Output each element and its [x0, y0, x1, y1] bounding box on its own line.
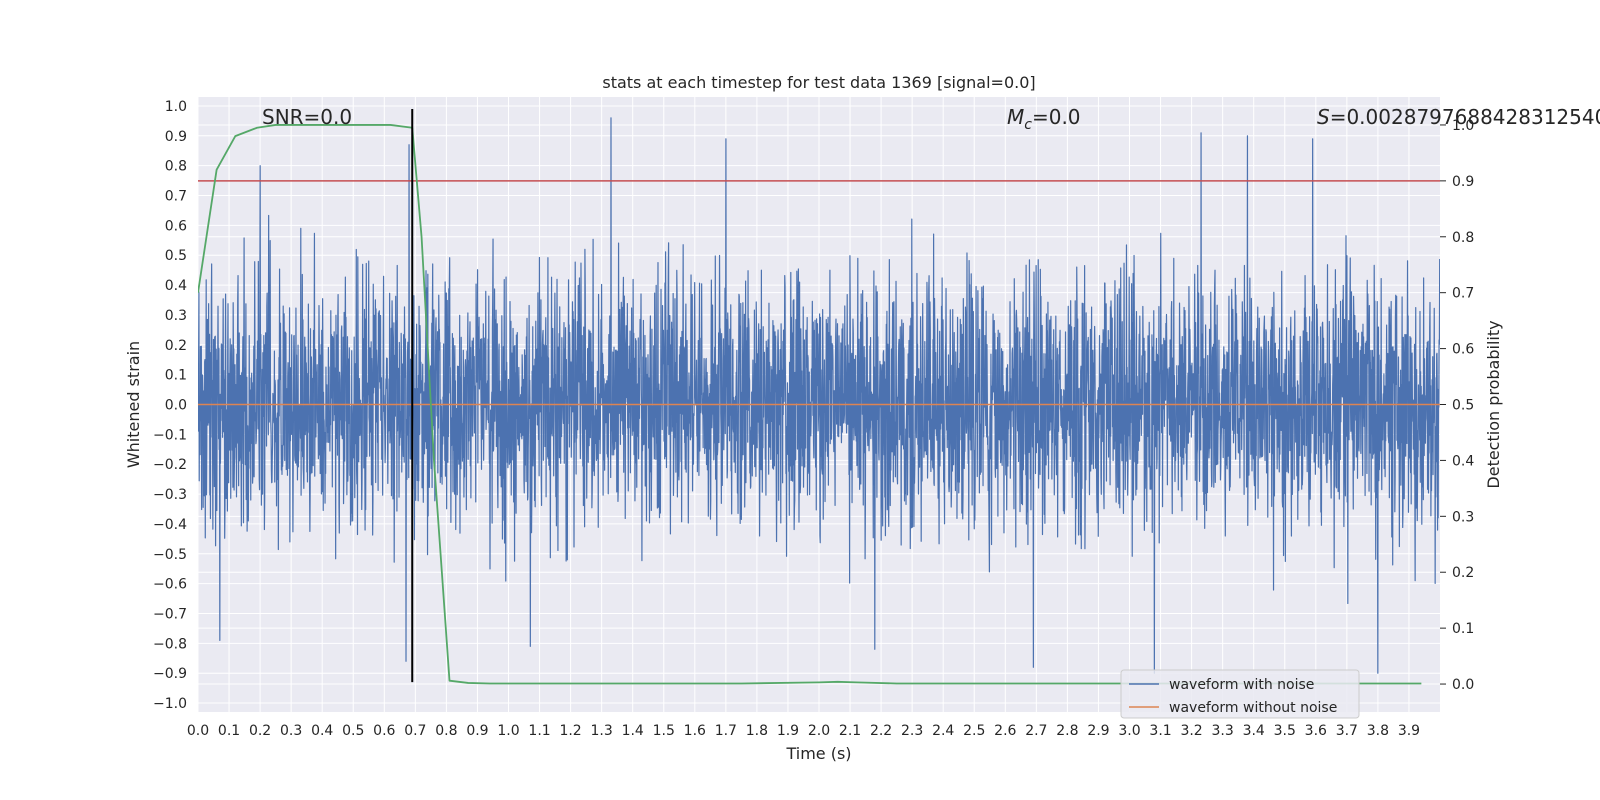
line-waveform-with-noise [198, 117, 1440, 674]
annotation-mc-symbol: M [1007, 105, 1024, 129]
y-tick-label-right: 0.7 [1452, 286, 1474, 302]
annotation-s: S=0.0028797688428312540 [1317, 105, 1600, 129]
annotation-mc-value: =0.0 [1032, 105, 1081, 129]
x-tick-label: 1.1 [528, 723, 550, 739]
line-detection-probability [198, 124, 1422, 685]
y-tick-label-left: 0.4 [165, 278, 187, 294]
y-tick-label-left: −0.1 [153, 427, 187, 443]
overlay-lines [198, 108, 1440, 685]
y-tick-label-left: 0.9 [165, 129, 187, 145]
axis-ticks: 0.0 0.1 0.2 0.3 0.4 0.5 0.6 0.7 0.8 0.9 1.0 1.1 1.2 1… [153, 99, 1474, 739]
y-axis-label-left: Whitened strain [124, 341, 143, 468]
x-tick-label: 0.7 [404, 723, 426, 739]
x-tick-label: 0.1 [218, 723, 240, 739]
x-tick-label: 3.8 [1367, 723, 1389, 739]
x-tick-label: 2.5 [963, 723, 985, 739]
y-tick-label-left: 1.0 [165, 99, 187, 115]
x-tick-label: 2.1 [839, 723, 861, 739]
series-waveform-with-noise [198, 117, 1440, 674]
legend: waveform with noise waveform without noi… [1120, 669, 1360, 719]
x-tick-label: 0.2 [249, 723, 271, 739]
annotation-s-symbol: S [1317, 105, 1330, 129]
x-tick-label: 1.7 [715, 723, 737, 739]
y-tick-label-left: 0.1 [165, 368, 187, 384]
x-tick-label: 1.0 [497, 723, 519, 739]
legend-box [1120, 669, 1360, 719]
x-tick-label: 2.0 [808, 723, 830, 739]
x-tick-label: 3.5 [1274, 723, 1296, 739]
x-tick-label: 1.8 [746, 723, 768, 739]
y-tick-label-right: 0.9 [1452, 174, 1474, 190]
x-tick-label: 2.3 [901, 723, 923, 739]
x-tick-label: 0.4 [311, 723, 333, 739]
x-tick-label: 0.3 [280, 723, 302, 739]
y-tick-label-left: −0.9 [153, 666, 187, 682]
x-tick-label: 1.2 [559, 723, 581, 739]
x-tick-label: 3.2 [1180, 723, 1202, 739]
x-tick-label: 1.5 [653, 723, 675, 739]
y-tick-label-left: −0.4 [153, 517, 187, 533]
x-tick-label: 0.9 [466, 723, 488, 739]
y-tick-label-left: −1.0 [153, 696, 187, 712]
annotation-chirp-mass: Mc=0.0 [1007, 105, 1081, 133]
x-tick-label: 0.0 [187, 723, 209, 739]
y-tick-label-right: 0.2 [1452, 565, 1474, 581]
legend-label-waveform-with-noise: waveform with noise [1169, 677, 1314, 693]
x-tick-label: 1.3 [591, 723, 613, 739]
y-tick-label-right: 0.3 [1452, 509, 1474, 525]
y-tick-label-right: 0.4 [1452, 453, 1474, 469]
y-tick-label-right: 1.0 [1452, 118, 1474, 134]
annotation-s-value: =0.0028797688428312540 [1330, 105, 1600, 129]
chart-title: stats at each timestep for test data 136… [602, 73, 1035, 92]
y-tick-label-left: −0.6 [153, 577, 187, 593]
y-tick-label-left: 0.6 [165, 218, 187, 234]
annotation-snr: SNR=0.0 [262, 105, 352, 129]
x-tick-label: 3.7 [1336, 723, 1358, 739]
x-axis-label: Time (s) [785, 744, 851, 763]
x-tick-label: 1.4 [622, 723, 644, 739]
y-tick-label-right: 0.5 [1452, 398, 1474, 414]
y-tick-label-left: 0.2 [165, 338, 187, 354]
y-axis-label-right: Detection probability [1484, 320, 1503, 488]
y-tick-label-right: 0.0 [1452, 677, 1474, 693]
y-tick-label-right: 0.8 [1452, 230, 1474, 246]
y-tick-label-left: −0.3 [153, 487, 187, 503]
annotation-mc-subscript: c [1024, 117, 1032, 133]
x-tick-label: 3.1 [1149, 723, 1171, 739]
x-tick-label: 1.9 [777, 723, 799, 739]
x-tick-label: 3.6 [1305, 723, 1327, 739]
y-tick-label-left: −0.7 [153, 606, 187, 622]
x-tick-label: 2.2 [870, 723, 892, 739]
y-tick-label-left: 0.5 [165, 248, 187, 264]
x-tick-label: 3.0 [1118, 723, 1140, 739]
y-tick-label-left: −0.8 [153, 636, 187, 652]
y-tick-label-right: 0.6 [1452, 342, 1474, 358]
y-tick-label-left: −0.2 [153, 457, 187, 473]
x-tick-label: 2.9 [1087, 723, 1109, 739]
x-tick-label: 0.6 [373, 723, 395, 739]
y-tick-label-left: 0.7 [165, 189, 187, 205]
x-tick-label: 0.8 [435, 723, 457, 739]
y-tick-label-left: 0.3 [165, 308, 187, 324]
y-tick-label-left: 0.0 [165, 398, 187, 414]
x-tick-label: 2.6 [994, 723, 1016, 739]
y-tick-label-right: 0.1 [1452, 621, 1474, 637]
x-tick-label: 3.9 [1398, 723, 1420, 739]
x-tick-label: 2.7 [1025, 723, 1047, 739]
x-tick-label: 2.8 [1056, 723, 1078, 739]
x-tick-label: 2.4 [932, 723, 954, 739]
legend-label-waveform-without-noise: waveform without noise [1169, 700, 1337, 716]
x-tick-label: 3.4 [1243, 723, 1265, 739]
y-tick-label-left: −0.5 [153, 547, 187, 563]
y-tick-label-left: 0.8 [165, 159, 187, 175]
x-tick-label: 0.5 [342, 723, 364, 739]
x-tick-label: 1.6 [684, 723, 706, 739]
x-tick-label: 3.3 [1212, 723, 1234, 739]
